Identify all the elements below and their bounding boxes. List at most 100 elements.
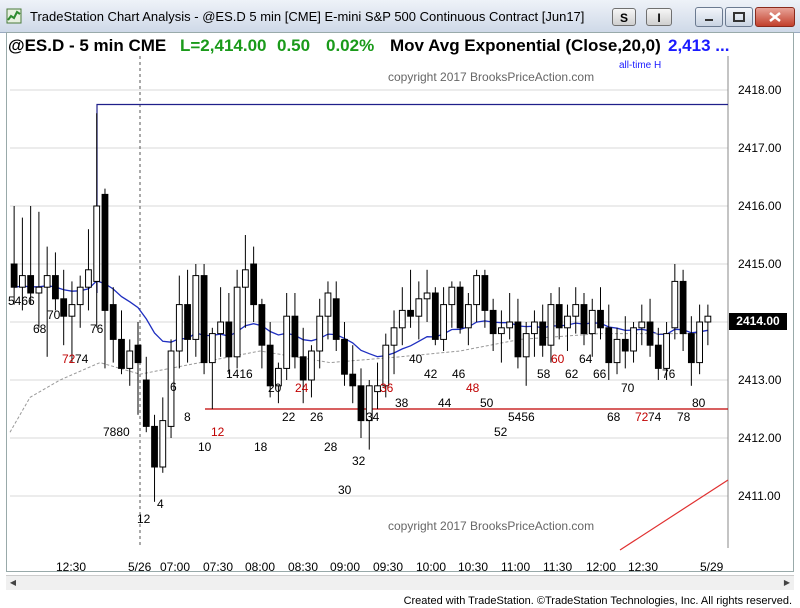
candle [258, 298, 266, 369]
prior-day-close-line [9, 333, 700, 433]
candle [316, 298, 324, 369]
candle-body [118, 338, 125, 369]
tradestation-logo-icon [6, 8, 22, 24]
candle [357, 368, 365, 438]
last-price: L=2,414.00 [180, 36, 267, 55]
candle [630, 322, 637, 363]
candle-body [456, 286, 464, 329]
current-price-box: 2414.00 [729, 313, 787, 330]
candle-body [671, 280, 679, 329]
candle [299, 327, 307, 404]
candle-body [564, 315, 571, 329]
bar-number-label: 74 [648, 410, 662, 424]
candle [159, 397, 167, 473]
indicator-button[interactable]: I [646, 8, 672, 26]
window-titlebar: TradeStation Chart Analysis - @ES.D 5 mi… [0, 0, 800, 33]
candle-body [85, 269, 92, 288]
bar-number-label: 80 [692, 396, 706, 410]
x-tick-label: 08:30 [288, 560, 319, 574]
horizontal-scrollbar[interactable]: ◀ ▶ [6, 575, 794, 590]
y-tick-label: 2413.00 [738, 373, 782, 387]
bar-number-label: 60 [551, 352, 565, 366]
candle-body [324, 292, 332, 317]
candle [308, 345, 315, 398]
candle [52, 252, 59, 311]
candle [233, 269, 241, 369]
candle-body [357, 385, 365, 422]
bar-number-label: 58 [537, 367, 551, 381]
candle-body [126, 350, 134, 369]
candle [564, 304, 571, 351]
maximize-button[interactable] [725, 7, 753, 27]
candle [580, 293, 588, 346]
candle [175, 275, 183, 369]
minimize-button[interactable] [695, 7, 723, 27]
close-button[interactable] [755, 7, 795, 27]
bar-number-label: 38 [395, 396, 409, 410]
candle-body [10, 263, 18, 288]
candle [539, 304, 547, 357]
candle-body [704, 315, 712, 323]
y-tick-label: 2411.00 [738, 489, 781, 503]
candle-body [225, 321, 233, 358]
candle-body [233, 286, 241, 358]
candle [514, 298, 522, 369]
candle-body [531, 321, 538, 335]
all-time-high-label: all-time H [619, 60, 662, 71]
candle [704, 304, 712, 346]
candle [522, 322, 530, 386]
bar-number-label: 76 [90, 322, 104, 336]
bar-number-label: 78 [677, 410, 691, 424]
bar-number-label: 50 [480, 396, 494, 410]
scroll-left-icon[interactable]: ◀ [9, 578, 17, 587]
candle [365, 380, 373, 450]
bar-number-label: 12 [211, 425, 225, 439]
candle [448, 281, 456, 328]
candle-body [43, 275, 51, 288]
bar-number-label: 72 [62, 352, 76, 366]
candle-body [27, 275, 35, 294]
bar-number-label: 22 [282, 410, 296, 424]
candle [93, 113, 101, 328]
candle [687, 316, 695, 386]
candle-body [35, 286, 43, 294]
candle-body [308, 350, 315, 381]
footer-credit: Created with TradeStation. ©TradeStation… [403, 595, 792, 607]
candle-body [316, 315, 324, 352]
candle-body [250, 263, 258, 306]
x-tick-label: 08:00 [245, 560, 276, 574]
candle-body [93, 205, 101, 282]
bar-number-label: 20 [268, 381, 282, 395]
chart-area[interactable] [6, 32, 794, 572]
candle-body [687, 333, 695, 364]
candle [126, 339, 134, 386]
candle [349, 345, 357, 404]
bar-number-label: 64 [579, 352, 593, 366]
bar-number-label: 6 [170, 380, 177, 394]
candle [225, 293, 233, 375]
candle-body [151, 425, 158, 468]
candle [85, 229, 92, 311]
symbol-link-button[interactable]: S [612, 8, 636, 26]
candle [646, 298, 654, 357]
x-tick-label: 5/29 [700, 560, 724, 574]
candle [654, 327, 662, 380]
candle [283, 293, 291, 380]
bar-number-label: 68 [33, 322, 47, 336]
candle [208, 327, 216, 409]
scroll-right-icon[interactable]: ▶ [783, 578, 791, 587]
candle [547, 293, 555, 363]
candle [76, 275, 84, 328]
bar-number-label: 42 [424, 367, 438, 381]
candle-body [572, 304, 580, 317]
bar-number-label: 10 [198, 440, 212, 454]
y-tick-label: 2417.00 [738, 141, 782, 155]
x-tick-label: 09:30 [373, 560, 404, 574]
candle-body [52, 275, 59, 300]
candle-body [241, 269, 249, 288]
candle-body [382, 344, 390, 387]
bar-number-label: 18 [254, 440, 268, 454]
candle-body [654, 344, 662, 369]
y-tick-label: 2415.00 [738, 257, 782, 271]
